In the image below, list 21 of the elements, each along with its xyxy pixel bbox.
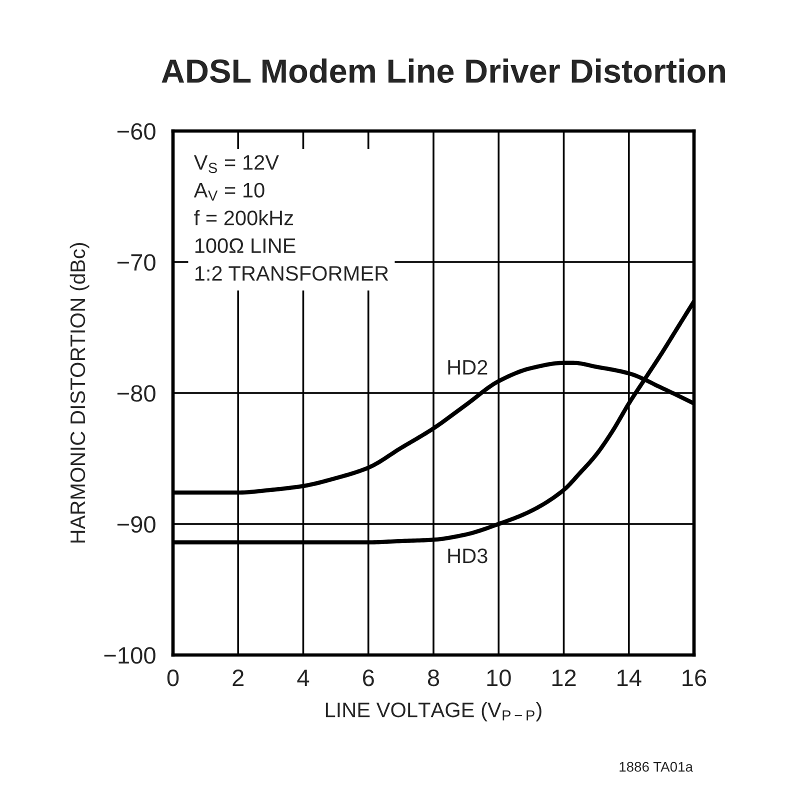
chart-title: ADSL Modem Line Driver Distortion — [162, 58, 725, 83]
x-tick-label: 4 — [297, 670, 310, 686]
x-tick-label: 8 — [428, 670, 440, 686]
series-label: HD3 — [448, 548, 488, 564]
y-tick-label: −90 — [117, 516, 156, 533]
x-tick-label: 6 — [363, 670, 374, 686]
series-label: HD2 — [448, 360, 488, 375]
x-tick-label: 14 — [618, 670, 642, 686]
x-tick-label: 16 — [682, 670, 706, 686]
y-tick-label: −100 — [104, 647, 156, 664]
x-tick-label: 12 — [552, 670, 576, 686]
x-tick-label: 10 — [487, 670, 511, 686]
x-tick-label: 2 — [232, 670, 244, 686]
x-tick-label: 0 — [167, 670, 179, 686]
text: 1886 TA01a — [620, 762, 694, 772]
y-tick-label: −80 — [117, 385, 156, 402]
text: V$_{S}$ = 12V A$_{V}$ = 10 f = 200kHz 100Ω LINE 1:2 TRANSFORMER — [194, 155, 388, 281]
y-tick-label: −60 — [117, 123, 156, 140]
y-tick-label: −70 — [117, 254, 156, 271]
y-axis-title: HARMONIC DISTORTION (dBc) — [70, 243, 90, 543]
x-axis-title: LINE VOLTAGE (V$_{P−P}$) — [326, 702, 542, 722]
